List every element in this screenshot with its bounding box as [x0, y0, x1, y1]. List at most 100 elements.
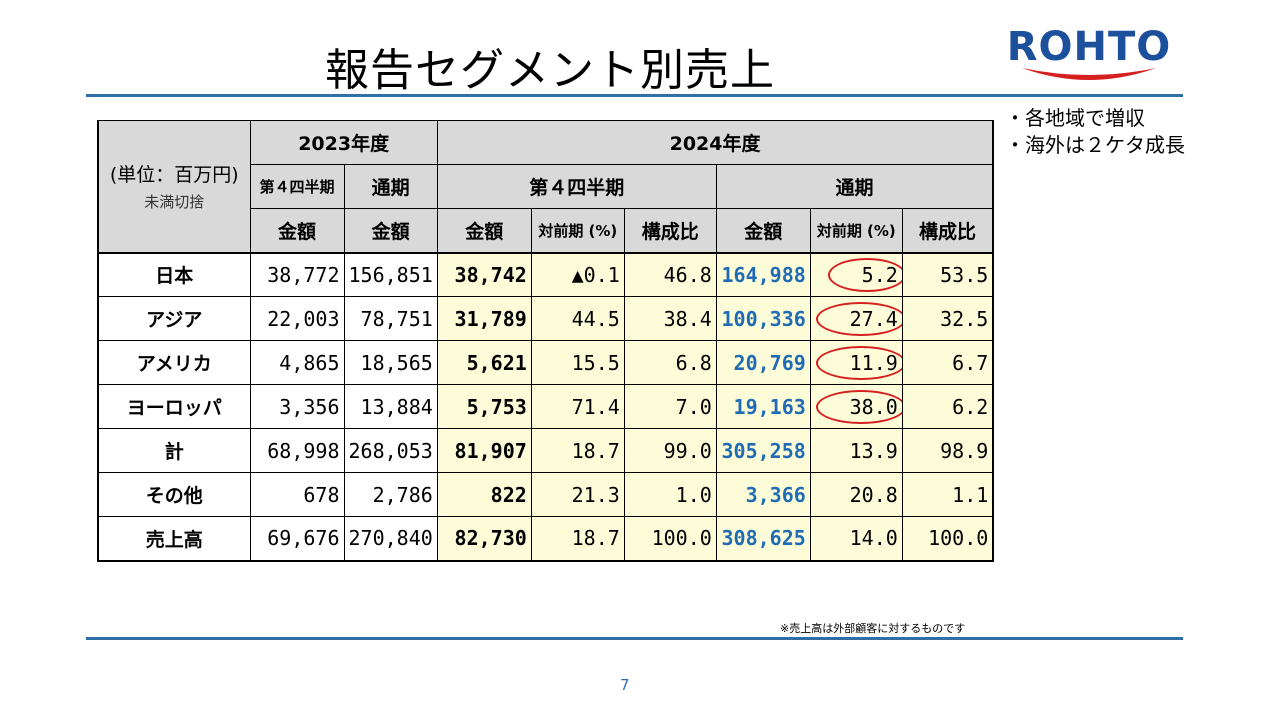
header-2024-q4: 第４四半期	[436, 164, 717, 209]
header-2023: 2023年度	[249, 120, 438, 165]
cell-2024-q4-yoy: 18.7	[530, 428, 625, 473]
circled-value: 27.4	[815, 301, 902, 336]
cell-2024-full-ratio: 32.5	[901, 296, 995, 341]
header-amount: 金額	[715, 208, 811, 253]
cell-2024-q4-yoy: 15.5	[530, 340, 625, 385]
header-amount: 金額	[249, 208, 345, 253]
cell-2024-full-yoy: 20.8	[809, 472, 903, 517]
unit-sub-label: 未満切捨	[144, 193, 205, 212]
header-2024: 2024年度	[436, 120, 995, 165]
cell-2023-q4: 38,772	[249, 251, 345, 297]
cell-2023-full: 2,786	[343, 472, 438, 517]
cell-2023-q4: 68,998	[249, 428, 345, 473]
table-row: アメリカ 4,865 18,565 5,621 15.5 6.8 20,769 …	[97, 340, 995, 385]
bullet-list: ・各地域で増収 ・海外は２ケタ成長	[1005, 105, 1185, 159]
cell-2024-q4-amount: 822	[436, 472, 532, 517]
cell-2024-full-ratio: 6.2	[901, 384, 995, 429]
table-row: その他 678 2,786 822 21.3 1.0 3,366 20.8 1.…	[97, 472, 995, 517]
cell-2024-q4-ratio: 7.0	[623, 384, 717, 429]
cell-2024-q4-ratio: 100.0	[623, 516, 717, 562]
row-label: ヨーロッパ	[97, 384, 251, 429]
cell-2024-full-ratio: 98.9	[901, 428, 995, 473]
cell-2024-q4-yoy: 18.7	[530, 516, 625, 562]
cell-2024-q4-ratio: 38.4	[623, 296, 717, 341]
cell-2024-full-amount: 3,366	[715, 472, 811, 517]
cell-2024-full-amount: 20,769	[715, 340, 811, 385]
cell-2023-full: 270,840	[343, 516, 438, 562]
row-label: その他	[97, 472, 251, 517]
cell-2024-full-ratio: 100.0	[901, 516, 995, 562]
cell-2023-full: 78,751	[343, 296, 438, 341]
cell-2024-full-yoy: 38.0	[809, 384, 903, 429]
circled-value: 38.0	[815, 389, 902, 424]
cell-2023-q4: 3,356	[249, 384, 345, 429]
circled-value: 5.2	[827, 257, 902, 292]
cell-2023-q4: 69,676	[249, 516, 345, 562]
segment-sales-table: (単位：百万円) 未満切捨 2023年度 2024年度 第４四半期 通期 第４四…	[97, 120, 995, 562]
table-row: アジア 22,003 78,751 31,789 44.5 38.4 100,3…	[97, 296, 995, 341]
row-label: アジア	[97, 296, 251, 341]
cell-2023-q4: 678	[249, 472, 345, 517]
cell-2024-q4-amount: 81,907	[436, 428, 532, 473]
cell-2024-q4-yoy: ▲0.1	[530, 251, 625, 297]
table-row: 売上高 69,676 270,840 82,730 18.7 100.0 308…	[97, 516, 995, 562]
row-label: 売上高	[97, 516, 251, 562]
header-2023-q4: 第４四半期	[249, 164, 345, 209]
cell-2024-full-ratio: 1.1	[901, 472, 995, 517]
cell-2024-q4-amount: 82,730	[436, 516, 532, 562]
unit-label: (単位：百万円)	[109, 164, 239, 187]
table-row: ヨーロッパ 3,356 13,884 5,753 71.4 7.0 19,163…	[97, 384, 995, 429]
cell-2024-full-amount: 19,163	[715, 384, 811, 429]
cell-2023-full: 18,565	[343, 340, 438, 385]
cell-2023-q4: 4,865	[249, 340, 345, 385]
cell-2024-full-amount: 100,336	[715, 296, 811, 341]
cell-2024-q4-yoy: 71.4	[530, 384, 625, 429]
header-2024-full: 通期	[715, 164, 995, 209]
cell-2023-full: 268,053	[343, 428, 438, 473]
row-label: 日本	[97, 251, 251, 297]
cell-2024-q4-yoy: 44.5	[530, 296, 625, 341]
bullet-item: ・海外は２ケタ成長	[1005, 133, 1185, 157]
cell-2024-full-yoy: 5.2	[809, 251, 903, 297]
cell-2024-q4-amount: 38,742	[436, 251, 532, 297]
cell-2024-full-amount: 305,258	[715, 428, 811, 473]
header-yoy: 対前期 (%)	[809, 208, 903, 253]
bottom-divider	[86, 637, 1183, 640]
cell-2024-full-ratio: 53.5	[901, 251, 995, 297]
page-number: 7	[620, 676, 630, 694]
rohto-logo: ROHTO	[1004, 24, 1174, 88]
top-divider	[86, 94, 1183, 97]
circled-value: 11.9	[815, 345, 902, 380]
cell-2023-full: 13,884	[343, 384, 438, 429]
cell-2024-q4-ratio: 6.8	[623, 340, 717, 385]
cell-2024-full-ratio: 6.7	[901, 340, 995, 385]
header-ratio: 構成比	[623, 208, 717, 253]
table-row: 日本 38,772 156,851 38,742 ▲0.1 46.8 164,9…	[97, 251, 995, 297]
row-label: アメリカ	[97, 340, 251, 385]
cell-2024-q4-ratio: 99.0	[623, 428, 717, 473]
header-ratio: 構成比	[901, 208, 995, 253]
logo-swoosh-icon	[1022, 68, 1156, 80]
header-2023-full: 通期	[343, 164, 438, 209]
unit-cell: (単位：百万円) 未満切捨	[97, 120, 251, 253]
cell-2024-q4-ratio: 46.8	[623, 251, 717, 297]
row-label: 計	[97, 428, 251, 473]
cell-2024-full-yoy: 11.9	[809, 340, 903, 385]
footnote: ※売上高は外部顧客に対するものです	[780, 622, 966, 635]
table-row: 計 68,998 268,053 81,907 18.7 99.0 305,25…	[97, 428, 995, 473]
page-title: 報告セグメント別売上	[325, 45, 775, 96]
cell-2024-q4-ratio: 1.0	[623, 472, 717, 517]
cell-2024-q4-amount: 5,621	[436, 340, 532, 385]
cell-2024-full-amount: 164,988	[715, 251, 811, 297]
cell-2024-full-amount: 308,625	[715, 516, 811, 562]
cell-2023-full: 156,851	[343, 251, 438, 297]
bullet-item: ・各地域で増収	[1005, 106, 1145, 130]
header-yoy: 対前期 (%)	[530, 208, 625, 253]
cell-2023-q4: 22,003	[249, 296, 345, 341]
cell-2024-full-yoy: 13.9	[809, 428, 903, 473]
logo-text: ROHTO	[1006, 24, 1172, 70]
header-amount: 金額	[343, 208, 438, 253]
cell-2024-full-yoy: 14.0	[809, 516, 903, 562]
header-amount: 金額	[436, 208, 532, 253]
cell-2024-q4-amount: 5,753	[436, 384, 532, 429]
